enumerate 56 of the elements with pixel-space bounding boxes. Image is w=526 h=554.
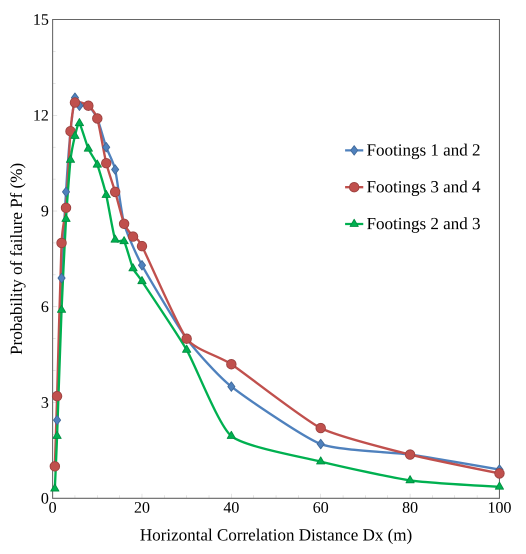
x-axis-title: Horizontal Correlation Distance Dx (m) <box>140 528 412 544</box>
y-tick-label: 15 <box>34 14 48 25</box>
point <box>316 456 326 464</box>
point <box>70 130 80 139</box>
point <box>138 276 147 284</box>
point <box>101 158 112 168</box>
y-tick-label: 3 <box>42 397 48 408</box>
point <box>62 214 71 222</box>
point <box>495 482 504 490</box>
point <box>53 414 62 426</box>
point <box>138 260 146 270</box>
point <box>52 430 62 439</box>
point <box>50 484 60 492</box>
y-tick-label: 0 <box>42 492 48 504</box>
y-tick-label: 9 <box>42 206 48 216</box>
point <box>50 461 60 472</box>
point <box>120 236 129 244</box>
point <box>56 238 67 248</box>
point <box>102 190 111 198</box>
point <box>128 231 138 242</box>
point <box>228 381 236 392</box>
y-tick-label: 6 <box>42 301 49 312</box>
legend-label: Footings 3 and 4 <box>367 180 480 196</box>
point <box>406 475 415 484</box>
legend-label: Footings 1 and 2 <box>367 144 480 160</box>
point <box>494 468 505 479</box>
x-tick-label: 60 <box>314 502 328 513</box>
y-axis-title: Probability of failure Pf (%) <box>10 164 26 354</box>
point <box>70 97 80 108</box>
point <box>136 240 148 252</box>
point <box>66 154 76 163</box>
point <box>128 263 138 272</box>
point <box>316 438 325 450</box>
x-tick-label: 100 <box>489 502 512 513</box>
point <box>226 359 237 370</box>
x-tick-label: 20 <box>134 502 150 513</box>
point <box>52 390 62 402</box>
point <box>57 304 66 313</box>
x-tick-label: 40 <box>224 502 239 513</box>
point <box>92 160 102 168</box>
point <box>110 186 121 198</box>
x-tick-label: 80 <box>402 502 418 513</box>
point <box>60 202 72 214</box>
point <box>110 234 120 243</box>
legend-label: Footings 2 and 3 <box>367 217 480 233</box>
point <box>58 272 66 284</box>
point <box>111 164 120 175</box>
x-tick-label: 0 <box>49 502 56 513</box>
point <box>75 118 84 126</box>
point <box>316 422 326 434</box>
point <box>102 142 110 152</box>
point <box>226 430 236 439</box>
point <box>182 344 192 353</box>
point <box>84 144 94 152</box>
y-tick-label: 12 <box>34 110 48 121</box>
point <box>62 186 70 198</box>
